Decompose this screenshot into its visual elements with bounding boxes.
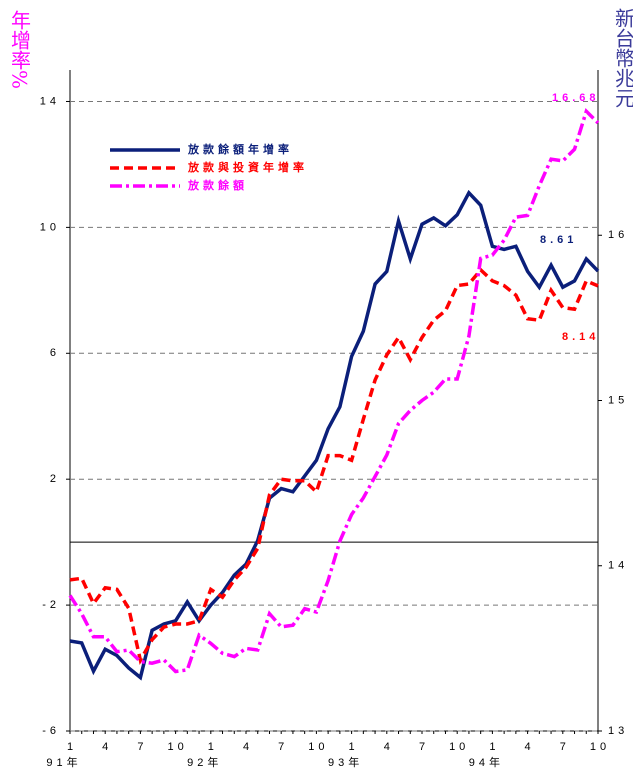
y-tick-label: -6 <box>42 725 60 737</box>
x-tick-label: 7 <box>560 741 570 753</box>
x-tick-label: 4 <box>102 741 112 753</box>
y-tick-label: 14 <box>40 95 60 107</box>
y-axis-title: 年增率% <box>8 10 32 89</box>
y2-tick-label: 13 <box>608 725 628 737</box>
y2-axis-title: 新台幣兆元 <box>612 8 633 108</box>
annotation: 8.61 <box>540 234 577 246</box>
annotation: 8.14 <box>562 331 599 343</box>
year-label: 93年 <box>328 755 363 769</box>
x-tick-label: 1 <box>208 741 218 753</box>
y2-tick-label: 14 <box>608 560 628 572</box>
y-tick-label: -2 <box>42 599 60 611</box>
x-tick-label: 1 <box>67 741 77 753</box>
line-series <box>68 108 600 674</box>
x-tick-label: 7 <box>137 741 147 753</box>
x-tick-label: 4 <box>384 741 394 753</box>
y2-tick-label: 16 <box>608 229 628 241</box>
legend-label: 放款餘額年增率 <box>187 142 293 156</box>
year-label: 91年 <box>46 755 81 769</box>
x-tick-label: 10 <box>449 741 469 753</box>
x-tick-label: 1 <box>489 741 499 753</box>
annotation: 16.68 <box>552 92 600 104</box>
year-label: 92年 <box>187 755 222 769</box>
legend-label: 放款餘額 <box>187 178 248 192</box>
y2-tick-label: 15 <box>608 394 628 406</box>
line-series <box>69 189 600 681</box>
x-tick-label: 4 <box>525 741 535 753</box>
legend-label: 放款與投資年增率 <box>187 160 308 174</box>
y-tick-label: 6 <box>50 347 60 359</box>
x-tick-label: 7 <box>419 741 429 753</box>
y-tick-label: 10 <box>40 221 60 233</box>
x-tick-label: 4 <box>243 741 253 753</box>
x-tick-label: 10 <box>167 741 187 753</box>
y-tick-label: 2 <box>50 473 60 485</box>
year-label: 94年 <box>469 755 504 769</box>
x-tick-label: 10 <box>590 741 610 753</box>
x-tick-label: 1 <box>349 741 359 753</box>
x-tick-label: 7 <box>278 741 288 753</box>
x-tick-label: 10 <box>308 741 328 753</box>
line-series <box>69 267 599 665</box>
